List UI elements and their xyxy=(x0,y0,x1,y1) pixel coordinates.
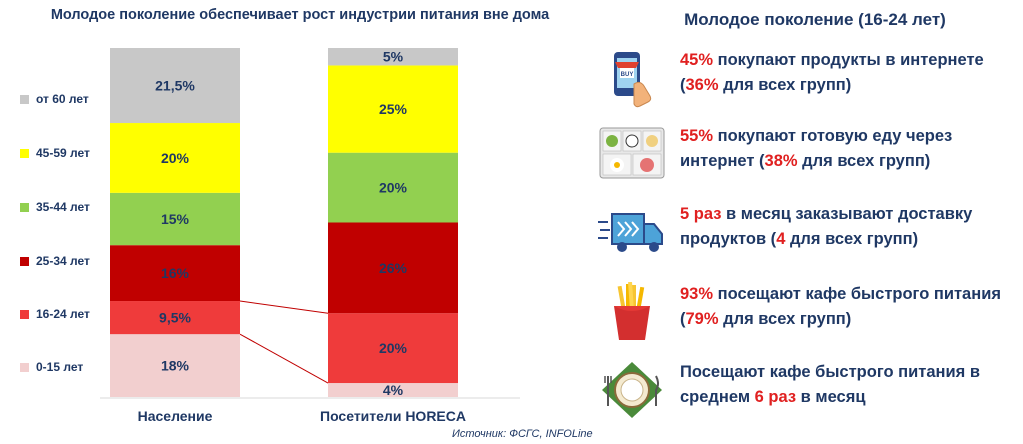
fact-cafe-visits: Посещают кафе быстрого питания в среднем… xyxy=(598,360,1023,420)
connector-line xyxy=(239,300,329,314)
bar-segment xyxy=(328,313,458,384)
fact-text: 45% покупают продукты в интернете (36% д… xyxy=(680,48,1020,98)
bar-segment xyxy=(328,65,458,153)
fact-highlight: 4 xyxy=(776,230,786,248)
bar-segment xyxy=(110,48,240,124)
legend-swatch xyxy=(20,95,29,104)
bar-segment xyxy=(328,383,458,397)
fact-part: Посещают кафе быстрого питания в среднем xyxy=(680,363,980,406)
fact-highlight: 38% xyxy=(764,152,798,170)
legend-swatch xyxy=(20,203,29,212)
fact-highlight: 79% xyxy=(685,310,719,328)
fact-part: для всех групп) xyxy=(718,76,852,94)
legend-swatch xyxy=(20,257,29,266)
fact-text: 5 раз в месяц заказывают доставку продук… xyxy=(680,202,1020,252)
fact-part: для всех групп) xyxy=(718,310,852,328)
bar-value-label: 15% xyxy=(161,211,190,227)
bar-segment xyxy=(328,152,458,223)
ready-meals-icon xyxy=(599,127,665,179)
fact-fast-food: 93% посещают кафе быстрого питания (79% … xyxy=(598,282,1023,342)
fact-part: в месяц xyxy=(796,388,866,406)
panel-title: Молодое поколение (16-24 лет) xyxy=(684,10,946,29)
chart-title: Молодое поколение обеспечивает рост инду… xyxy=(50,7,550,23)
category-label: Население xyxy=(138,408,213,424)
fact-text: 55% покупают готовую еду через интернет … xyxy=(680,124,1020,174)
delivery-truck-icon xyxy=(598,213,663,252)
bar-segment xyxy=(328,48,458,66)
fact-highlight: 93% xyxy=(680,285,714,303)
bar-value-label: 26% xyxy=(379,260,408,276)
fact-delivery: 5 раз в месяц заказывают доставку продук… xyxy=(598,202,1023,262)
fact-part: посещают кафе быстрого питания ( xyxy=(680,285,1001,328)
bar-value-label: 18% xyxy=(161,358,190,374)
bar-value-label: 20% xyxy=(379,180,408,196)
stacked-bar-chart: 18% 9,5% 16% 15% 20% 21,5% 4% 20% 26% 20% 25% 5% от… xyxy=(20,48,520,424)
plate-cutlery-icon xyxy=(602,362,662,418)
fact-highlight: 6 раз xyxy=(754,388,797,406)
bar-segment xyxy=(110,301,240,335)
french-fries-icon xyxy=(614,282,650,340)
legend-label: 16-24 лет xyxy=(36,307,90,321)
fact-text: 93% посещают кафе быстрого питания (79% … xyxy=(680,282,1020,332)
bar-value-label: 25% xyxy=(379,101,408,117)
fact-ready-meals: 55% покупают готовую еду через интернет … xyxy=(598,124,1023,184)
fact-highlight: 45% xyxy=(680,51,714,69)
fact-part: покупают готовую еду через интернет ( xyxy=(680,127,953,170)
fact-part: в месяц заказывают доставку продуктов ( xyxy=(680,205,973,248)
connector-line xyxy=(239,333,329,384)
fact-highlight: 5 раз xyxy=(680,205,722,223)
online-shopping-icon: BUY xyxy=(614,52,652,108)
source-note: Источник: ФСГС, INFOLine xyxy=(452,428,593,440)
fact-part: покупают продукты в интернете ( xyxy=(680,51,984,94)
bar-value-label: 9,5% xyxy=(159,310,191,326)
bar-segment xyxy=(110,192,240,246)
category-label: Посетители HORECA xyxy=(320,408,466,424)
bar-segment xyxy=(110,245,240,302)
legend-label: 35-44 лет xyxy=(36,200,90,214)
legend-swatch xyxy=(20,310,29,319)
fact-highlight: 55% xyxy=(680,127,714,145)
svg-text:BUY: BUY xyxy=(621,72,634,78)
fact-part: для всех групп) xyxy=(785,230,919,248)
fact-text: Посещают кафе быстрого питания в среднем… xyxy=(680,360,1020,410)
bar-value-label: 4% xyxy=(383,382,404,398)
bar-segment xyxy=(110,123,240,193)
fact-part: для всех групп) xyxy=(797,152,931,170)
bar-segment xyxy=(110,334,240,397)
legend-swatch xyxy=(20,149,29,158)
fact-highlight: 36% xyxy=(685,76,719,94)
legend-label: 45-59 лет xyxy=(36,146,90,160)
bar-value-label: 20% xyxy=(379,340,408,356)
legend-label: 0-15 лет xyxy=(36,360,83,374)
bar-segment xyxy=(328,222,458,314)
fact-online-shopping: BUY 45% покупают продукты в интернете (3… xyxy=(598,48,1023,108)
bar-value-label: 16% xyxy=(161,265,190,281)
bar-value-label: 21,5% xyxy=(155,78,195,94)
bar-value-label: 20% xyxy=(161,150,190,166)
legend-swatch xyxy=(20,363,29,372)
legend-label: от 60 лет xyxy=(36,92,89,106)
legend-label: 25-34 лет xyxy=(36,254,90,268)
bar-value-label: 5% xyxy=(383,49,404,65)
